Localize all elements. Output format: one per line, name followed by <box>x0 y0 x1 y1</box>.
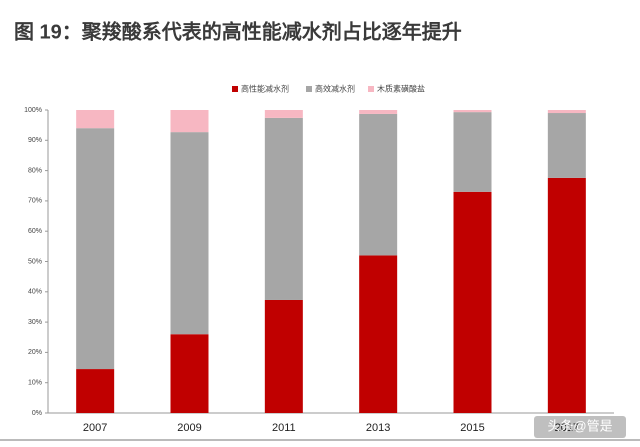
legend-label: 高性能减水剂 <box>241 84 289 94</box>
bar-segment <box>359 255 398 413</box>
bar-segment <box>547 113 586 178</box>
bar-segment <box>76 369 115 413</box>
x-tick-label: 2013 <box>366 422 390 434</box>
y-tick-label: 70% <box>28 198 42 205</box>
bar-segment <box>359 113 398 256</box>
y-tick-label: 80% <box>28 167 42 174</box>
legend-swatch <box>306 86 312 92</box>
x-tick-label: 2015 <box>460 422 484 434</box>
bar-segment <box>359 110 398 114</box>
watermark: 头条@管是 <box>547 418 612 433</box>
bar-segment <box>547 177 586 413</box>
bar-segment <box>170 334 209 413</box>
bar-segment <box>547 110 586 114</box>
chart-title: 图 19：聚羧酸系代表的高性能减水剂占比逐年提升 <box>14 19 462 43</box>
bar-segment <box>453 110 492 113</box>
bar-segment <box>453 112 492 192</box>
y-tick-label: 20% <box>28 349 42 356</box>
bar-segment <box>170 110 209 133</box>
y-tick-label: 50% <box>28 258 42 265</box>
bar-segment <box>264 110 303 118</box>
bar-segment <box>76 128 115 370</box>
y-tick-label: 30% <box>28 319 42 326</box>
x-tick-label: 2007 <box>83 422 107 434</box>
legend-swatch <box>232 86 238 92</box>
x-tick-label: 2011 <box>272 422 296 434</box>
y-tick-label: 90% <box>28 137 42 144</box>
x-tick-label: 2009 <box>177 422 201 434</box>
legend-label: 高效减水剂 <box>315 84 355 94</box>
y-tick-label: 0% <box>32 410 42 417</box>
watermark-bg <box>534 416 626 438</box>
legend-swatch <box>368 86 374 92</box>
y-tick-label: 40% <box>28 289 42 296</box>
bar-segment <box>453 191 492 413</box>
y-tick-label: 100% <box>24 107 42 114</box>
bar-segment <box>76 110 115 129</box>
x-tick-label: 2017 <box>555 422 579 434</box>
y-tick-label: 10% <box>28 380 42 387</box>
legend-label: 木质素磺酸盐 <box>377 84 425 94</box>
bar-segment <box>264 299 303 413</box>
y-tick-label: 60% <box>28 228 42 235</box>
bar-segment <box>170 132 209 335</box>
bar-segment <box>264 117 303 300</box>
